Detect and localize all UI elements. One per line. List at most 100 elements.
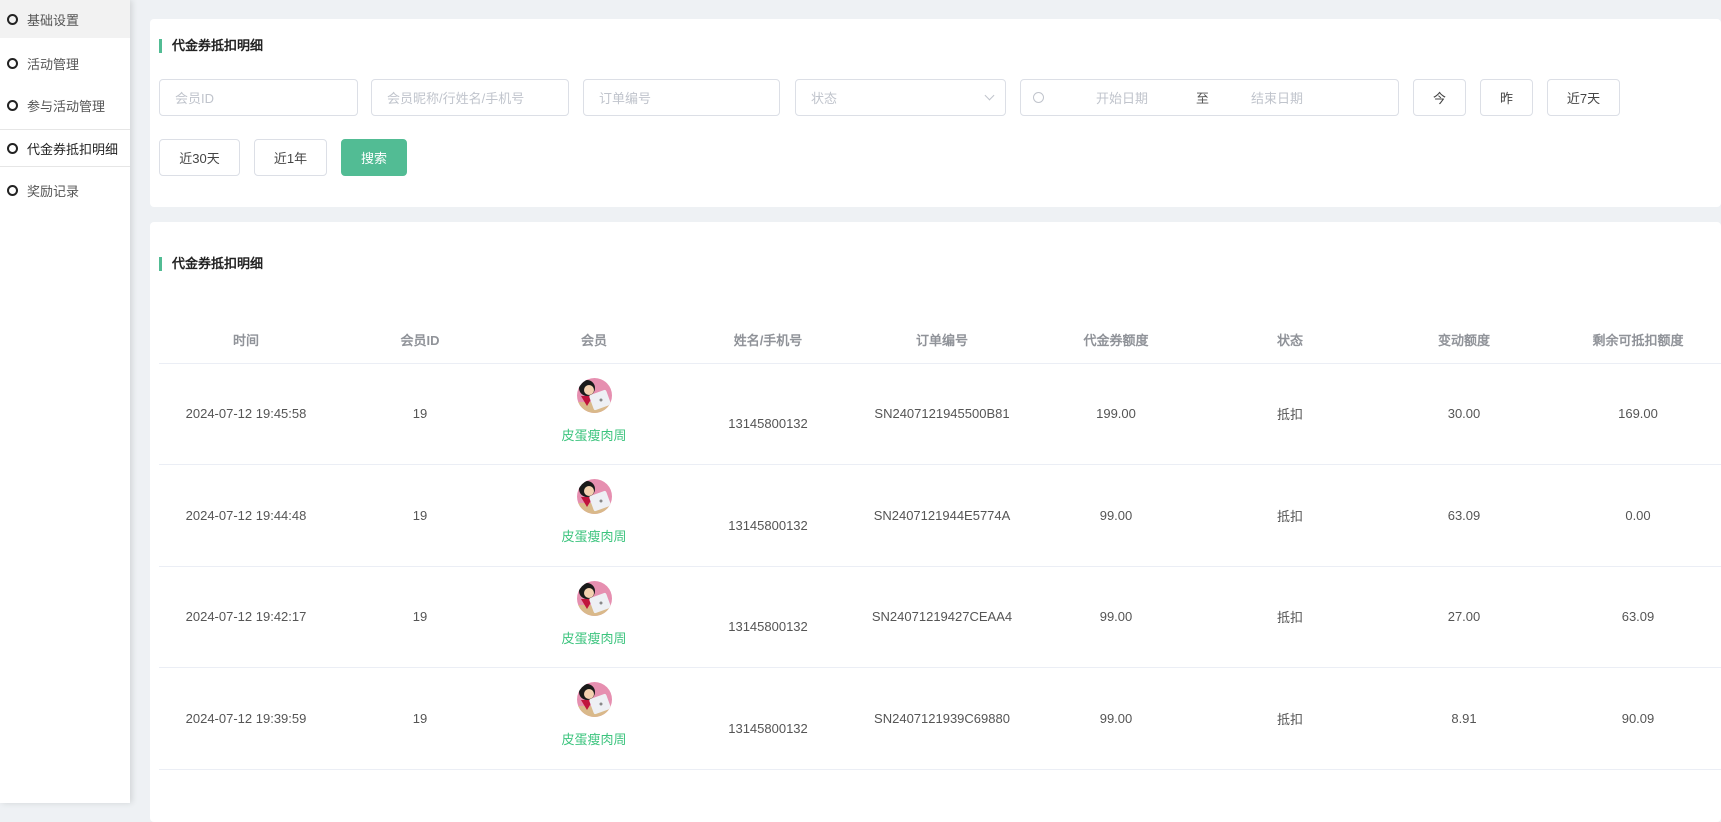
change-cell: 8.91 [1377,667,1551,770]
remaining-cell: 169.00 [1551,363,1721,465]
table-title: 代金券抵扣明细 [159,257,263,271]
sidebar-item-label: 参与活动管理 [27,98,106,114]
member-id-cell: 19 [333,566,507,668]
avatar [576,377,612,413]
status-placeholder: 状态 [811,91,838,106]
sidebar-item-label: 代金券抵扣明细 [27,141,119,157]
table-card: 代金券抵扣明细 时间 会员ID 会员 姓名/手机号 订单编号 代金券额度 状态 变动额度 剩余可… [150,222,1721,822]
time-cell: 2024-07-12 19:39:59 [159,667,333,770]
column-header: 状态 [1203,317,1377,364]
change-cell: 30.00 [1377,363,1551,465]
time-cell: 2024-07-12 19:44:48 [159,464,333,567]
member-nickname: 皮蛋瘦肉周 [561,630,627,646]
column-header: 订单编号 [855,317,1029,364]
member: 皮蛋瘦肉周 [507,479,681,545]
last-30-days-button[interactable]: 近30天 [159,139,240,176]
member: 皮蛋瘦肉周 [507,682,681,748]
sidebar-item-reward-records[interactable]: 奖励记录 [0,171,130,209]
table-row: 2024-07-12 19:45:58 19 皮蛋瘦肉周 13145800132 SN2… [159,363,1721,465]
column-header: 姓名/手机号 [681,317,855,364]
column-header: 时间 [159,317,333,364]
order-cell: SN2407121944E5774A [855,464,1029,567]
order-cell: SN24071219427CEAA4 [855,566,1029,668]
table-row: 2024-07-12 19:39:59 19 皮蛋瘦肉周 13145800132 SN2… [159,667,1721,770]
sidebar: 基础设置 活动管理 参与活动管理 代金券抵扣明细 奖励记录 [0,0,130,803]
table-header-row: 时间 会员ID 会员 姓名/手机号 订单编号 代金券额度 状态 变动额度 剩余可抵扣额度 [159,317,1721,364]
table-row: 2024-07-12 19:44:48 19 皮蛋瘦肉周 13145800132 SN2… [159,464,1721,567]
phone-cell: 13145800132 [681,566,855,668]
member-cell: 皮蛋瘦肉周 [507,667,681,770]
member-id-cell: 19 [333,464,507,567]
phone-cell: 13145800132 [681,464,855,567]
member-id-cell: 19 [333,363,507,465]
quota-cell: 199.00 [1029,363,1203,465]
phone: 13145800132 [728,720,808,736]
member-name-input[interactable]: 会员昵称/行姓名/手机号 [371,79,569,116]
column-header: 会员ID [333,317,507,364]
order-number-input[interactable]: 订单编号 [583,79,780,116]
date-range-picker[interactable]: 开始日期 至 结束日期 [1020,79,1399,116]
end-date-input[interactable]: 结束日期 [1251,91,1304,106]
time-cell: 2024-07-12 19:42:17 [159,566,333,668]
column-header: 变动额度 [1377,317,1551,364]
sidebar-item-label: 奖励记录 [27,183,80,199]
avatar [576,580,612,616]
column-header: 代金券额度 [1029,317,1203,364]
start-date-input[interactable]: 开始日期 [1096,91,1149,106]
range-separator: 至 [1196,91,1210,106]
clock-icon [1033,92,1044,103]
change-cell: 63.09 [1377,464,1551,567]
status-cell: 抵扣 [1203,566,1377,668]
last-7-days-button[interactable]: 近7天 [1547,79,1620,116]
column-header: 会员 [507,317,681,364]
status-cell: 抵扣 [1203,667,1377,770]
status-select[interactable]: 状态 [795,79,1006,116]
sidebar-item-label: 活动管理 [27,56,80,72]
change-cell: 27.00 [1377,566,1551,668]
remaining-cell: 63.09 [1551,566,1721,668]
last-1-year-button[interactable]: 近1年 [254,139,327,176]
sidebar-item-basic-settings[interactable]: 基础设置 [0,0,130,38]
today-button[interactable]: 今 [1413,79,1466,116]
circle-icon [7,57,18,69]
status-cell: 抵扣 [1203,363,1377,465]
member: 皮蛋瘦肉周 [507,377,681,444]
member-nickname: 皮蛋瘦肉周 [561,427,627,443]
circle-icon [7,99,18,111]
sidebar-item-activity-management[interactable]: 活动管理 [0,44,130,82]
order-cell: SN2407121939C69880 [855,667,1029,770]
quota-cell: 99.00 [1029,667,1203,770]
phone-cell: 13145800132 [681,667,855,770]
member-nickname: 皮蛋瘦肉周 [561,732,627,748]
remaining-cell: 90.09 [1551,667,1721,770]
filter-title: 代金券抵扣明细 [159,39,263,53]
avatar [576,682,612,718]
chevron-down-icon [984,90,995,101]
member-id-input[interactable]: 会员ID [159,79,358,116]
phone: 13145800132 [728,619,808,635]
member-id-cell: 19 [333,667,507,770]
time-cell: 2024-07-12 19:45:58 [159,363,333,465]
quota-cell: 99.00 [1029,464,1203,567]
column-header: 剩余可抵扣额度 [1551,317,1721,364]
quota-cell: 99.00 [1029,566,1203,668]
circle-icon [7,13,18,25]
status-cell: 抵扣 [1203,464,1377,567]
member: 皮蛋瘦肉周 [507,580,681,647]
sidebar-item-participation-management[interactable]: 参与活动管理 [0,86,130,124]
order-cell: SN2407121945500B81 [855,363,1029,465]
yesterday-button[interactable]: 昨 [1480,79,1533,116]
voucher-table: 时间 会员ID 会员 姓名/手机号 订单编号 代金券额度 状态 变动额度 剩余可抵扣额度 202… [159,317,1721,770]
search-button[interactable]: 搜索 [341,139,407,176]
remaining-cell: 0.00 [1551,464,1721,567]
phone-cell: 13145800132 [681,363,855,465]
sidebar-item-voucher-details[interactable]: 代金券抵扣明细 [0,129,130,167]
member-nickname: 皮蛋瘦肉周 [561,529,627,545]
circle-icon [7,142,18,154]
member-cell: 皮蛋瘦肉周 [507,566,681,668]
avatar [576,479,612,515]
member-cell: 皮蛋瘦肉周 [507,464,681,567]
member-cell: 皮蛋瘦肉周 [507,363,681,465]
phone: 13145800132 [728,416,808,432]
circle-icon [7,184,18,196]
